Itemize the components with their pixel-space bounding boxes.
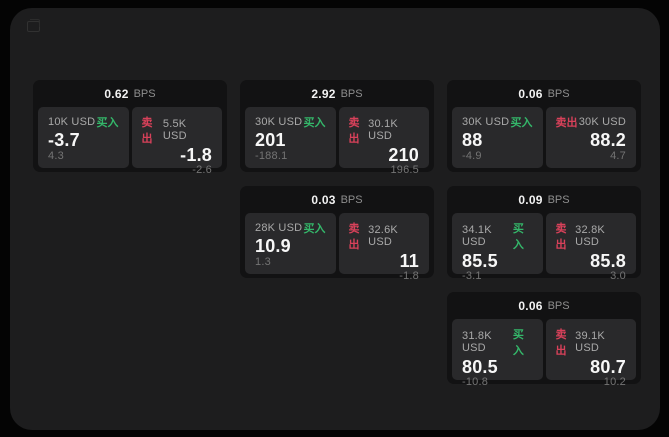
spread-value: 0.62	[104, 86, 129, 101]
sell-panel[interactable]: 卖出 30.1K USD 210 196.5	[338, 107, 429, 176]
spread-header: 2.92 BPS	[240, 80, 434, 107]
buy-size: 34.1K USD	[462, 224, 492, 248]
sell-panel[interactable]: 卖出 30K USD 88.2 4.7	[545, 107, 636, 168]
sell-price: 80.7	[590, 357, 626, 377]
spread-value: 0.06	[518, 298, 543, 313]
sell-change: -2.6	[192, 164, 212, 176]
card-column-1: 0.62 BPS 10K USD 买入 -3.7 4.3 卖出	[33, 80, 227, 176]
sell-change: 3.0	[610, 270, 626, 282]
buy-change: -4.9	[462, 150, 482, 162]
sell-change: -1.8	[399, 270, 419, 282]
spread-header: 0.06 BPS	[447, 80, 641, 107]
quote-card: 0.62 BPS 10K USD 买入 -3.7 4.3 卖出	[33, 80, 227, 176]
buy-change: 4.3	[48, 150, 64, 162]
sell-price: 85.8	[590, 251, 626, 271]
spread-header: 0.03 BPS	[240, 186, 434, 213]
buy-price: 10.9	[255, 236, 291, 256]
buy-size: 30K USD	[255, 116, 303, 128]
quote-card-grid: 0.62 BPS 10K USD 买入 -3.7 4.3 卖出	[33, 80, 641, 388]
spread-value: 0.06	[518, 86, 543, 101]
sell-price: 88.2	[590, 130, 626, 150]
spread-header: 0.62 BPS	[33, 80, 227, 107]
buy-change: 1.3	[255, 256, 271, 268]
buy-price: -3.7	[48, 130, 80, 150]
sell-price: -1.8	[180, 145, 212, 165]
sell-change: 10.2	[603, 376, 626, 388]
buy-panel[interactable]: 30K USD 买入 201 -188.1	[245, 107, 336, 168]
spread-value: 2.92	[311, 86, 336, 101]
buy-size: 10K USD	[48, 116, 96, 128]
sell-label: 卖出	[141, 117, 153, 145]
buy-size: 30K USD	[462, 116, 510, 128]
buy-price: 201	[255, 130, 286, 150]
quote-card: 0.03 BPS 28K USD 买入 10.9 1.3 卖出	[240, 186, 434, 282]
sell-size: 39.1K USD	[575, 330, 605, 354]
sell-size: 30K USD	[578, 116, 626, 128]
spread-unit-label: BPS	[340, 87, 363, 100]
sell-label: 卖出	[348, 117, 360, 145]
spread-value: 0.03	[311, 192, 336, 207]
sell-change: 4.7	[610, 150, 626, 162]
card-column-2: 2.92 BPS 30K USD 买入 201 -188.1 卖出	[240, 80, 434, 282]
buy-size: 31.8K USD	[462, 330, 492, 354]
buy-label: 买入	[96, 117, 119, 129]
sell-price: 210	[388, 145, 419, 165]
sell-size: 32.8K USD	[575, 224, 605, 248]
buy-label: 买入	[510, 117, 533, 129]
buy-panel[interactable]: 34.1K USD 买入 85.5 -3.1	[452, 213, 543, 282]
sell-label: 卖出	[555, 117, 578, 129]
spread-unit-label: BPS	[547, 299, 570, 312]
spread-unit-label: BPS	[340, 193, 363, 206]
card-column-3: 0.06 BPS 30K USD 买入 88 -4.9 卖出	[447, 80, 641, 388]
spread-unit-label: BPS	[547, 193, 570, 206]
spread-header: 0.09 BPS	[447, 186, 641, 213]
buy-panel[interactable]: 30K USD 买入 88 -4.9	[452, 107, 543, 168]
sell-panel[interactable]: 卖出 5.5K USD -1.8 -2.6	[131, 107, 222, 176]
sell-panel[interactable]: 卖出 39.1K USD 80.7 10.2	[545, 319, 636, 388]
buy-panel[interactable]: 10K USD 买入 -3.7 4.3	[38, 107, 129, 168]
sell-label: 卖出	[555, 329, 567, 357]
quote-card: 0.06 BPS 31.8K USD 买入 80.5 -10.8 卖	[447, 292, 641, 388]
spread-header: 0.06 BPS	[447, 292, 641, 319]
quote-card: 2.92 BPS 30K USD 买入 201 -188.1 卖出	[240, 80, 434, 176]
sell-label: 卖出	[348, 223, 360, 251]
sell-panel[interactable]: 卖出 32.6K USD 11 -1.8	[338, 213, 429, 282]
quote-card: 0.06 BPS 30K USD 买入 88 -4.9 卖出	[447, 80, 641, 172]
app-window: 0.62 BPS 10K USD 买入 -3.7 4.3 卖出	[10, 8, 660, 430]
buy-label: 买入	[303, 223, 326, 235]
buy-change: -3.1	[462, 270, 482, 282]
buy-label: 买入	[512, 223, 524, 251]
buy-size: 28K USD	[255, 222, 303, 234]
buy-change: -188.1	[255, 150, 288, 162]
sell-price: 11	[399, 251, 419, 271]
buy-label: 买入	[303, 117, 326, 129]
quote-card: 0.09 BPS 34.1K USD 买入 85.5 -3.1 卖出	[447, 186, 641, 282]
buy-price: 85.5	[462, 251, 498, 271]
spread-unit-label: BPS	[133, 87, 156, 100]
sell-size: 5.5K USD	[162, 118, 187, 142]
buy-label: 买入	[512, 329, 524, 357]
sell-panel[interactable]: 卖出 32.8K USD 85.8 3.0	[545, 213, 636, 282]
buy-price: 80.5	[462, 357, 498, 377]
spread-value: 0.09	[518, 192, 543, 207]
buy-change: -10.8	[462, 376, 489, 388]
spread-unit-label: BPS	[547, 87, 570, 100]
sell-change: 196.5	[390, 164, 419, 176]
sell-label: 卖出	[555, 223, 567, 251]
buy-panel[interactable]: 28K USD 买入 10.9 1.3	[245, 213, 336, 274]
buy-price: 88	[462, 130, 483, 150]
sell-size: 30.1K USD	[368, 118, 398, 142]
window-restore-icon[interactable]	[27, 19, 40, 32]
buy-panel[interactable]: 31.8K USD 买入 80.5 -10.8	[452, 319, 543, 388]
sell-size: 32.6K USD	[368, 224, 398, 248]
